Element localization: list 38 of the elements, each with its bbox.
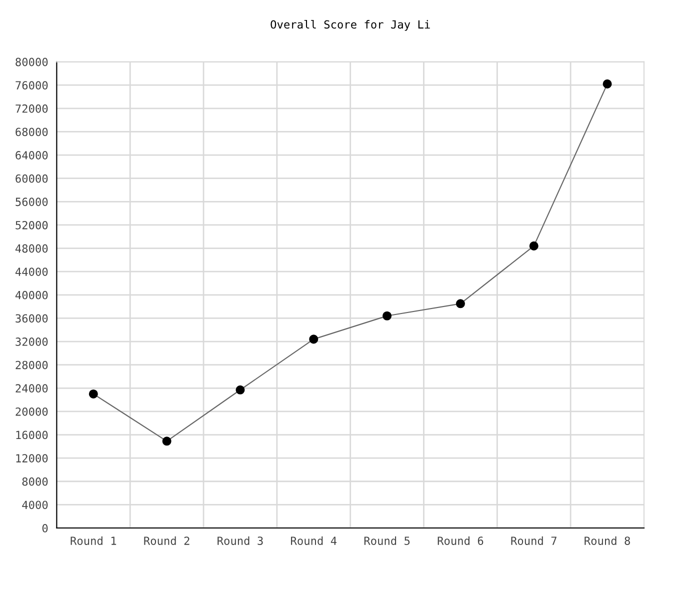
y-tick-label: 32000 bbox=[16, 338, 48, 346]
y-tick-label: 64000 bbox=[16, 151, 48, 160]
x-tick-label: Round 8 bbox=[584, 536, 630, 545]
y-tick-label: 4000 bbox=[22, 500, 48, 510]
x-tick-label: Round 5 bbox=[364, 536, 410, 545]
y-tick-label: 16000 bbox=[16, 430, 48, 440]
x-tick-label: Round 3 bbox=[218, 536, 263, 545]
point bbox=[162, 436, 172, 446]
point bbox=[88, 389, 98, 398]
y-tick-label: 80000 bbox=[16, 58, 48, 66]
y-tick-label: 24000 bbox=[16, 384, 48, 393]
x-tick-label: Round 4 bbox=[291, 536, 337, 545]
y-tick-label: 52000 bbox=[16, 220, 48, 230]
y-tick-label: 20000 bbox=[16, 407, 48, 416]
y-tick-label: 40000 bbox=[15, 290, 48, 300]
y-tick-label: 28000 bbox=[16, 360, 48, 370]
point bbox=[309, 334, 318, 344]
point bbox=[456, 299, 465, 308]
y-tick-label: 48000 bbox=[15, 244, 48, 253]
x-tick-label: Round 7 bbox=[511, 536, 556, 545]
y-tick-label: 44000 bbox=[15, 268, 48, 276]
y-tick-label: 60000 bbox=[16, 174, 48, 183]
y-tick-label: 68000 bbox=[16, 128, 48, 136]
point bbox=[529, 241, 538, 250]
point bbox=[236, 385, 245, 394]
y-tick-label: 8000 bbox=[22, 477, 48, 486]
y-tick-label: 72000 bbox=[16, 104, 48, 113]
y-tick-label: 36000 bbox=[16, 314, 48, 323]
y-tick-label: 56000 bbox=[16, 198, 48, 206]
x-tick-label: Round 6 bbox=[438, 536, 484, 545]
chart-title: Overall Score for Jay Li bbox=[270, 20, 430, 31]
y-tick-label: 0 bbox=[42, 524, 48, 532]
x-tick-label: Round 2 bbox=[144, 536, 190, 545]
y-tick-label: 76000 bbox=[16, 81, 48, 90]
point bbox=[602, 79, 612, 88]
y-tick-label: 12000 bbox=[16, 454, 48, 462]
point bbox=[382, 311, 392, 320]
x-tick-label: Round 1 bbox=[70, 536, 116, 545]
